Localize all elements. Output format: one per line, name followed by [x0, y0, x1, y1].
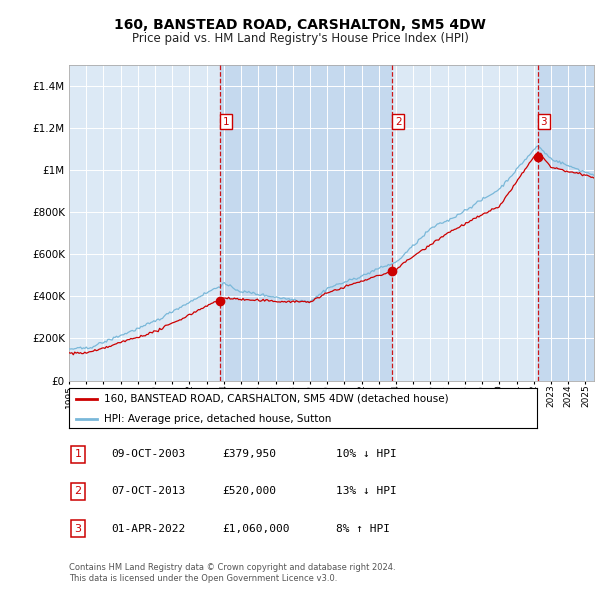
- Text: HPI: Average price, detached house, Sutton: HPI: Average price, detached house, Sutt…: [104, 414, 331, 424]
- Text: 01-APR-2022: 01-APR-2022: [111, 524, 185, 533]
- Bar: [220, 65, 392, 381]
- Text: 13% ↓ HPI: 13% ↓ HPI: [336, 487, 397, 496]
- Text: 1: 1: [74, 450, 82, 459]
- Text: 3: 3: [541, 117, 547, 127]
- Text: This data is licensed under the Open Government Licence v3.0.: This data is licensed under the Open Gov…: [69, 573, 337, 583]
- Text: £1,060,000: £1,060,000: [222, 524, 290, 533]
- Text: 09-OCT-2003: 09-OCT-2003: [111, 450, 185, 459]
- Text: 160, BANSTEAD ROAD, CARSHALTON, SM5 4DW (detached house): 160, BANSTEAD ROAD, CARSHALTON, SM5 4DW …: [104, 394, 449, 404]
- Text: Price paid vs. HM Land Registry's House Price Index (HPI): Price paid vs. HM Land Registry's House …: [131, 32, 469, 45]
- Text: £520,000: £520,000: [222, 487, 276, 496]
- Text: 2: 2: [395, 117, 401, 127]
- Text: 1: 1: [223, 117, 229, 127]
- Text: Contains HM Land Registry data © Crown copyright and database right 2024.: Contains HM Land Registry data © Crown c…: [69, 563, 395, 572]
- Text: 160, BANSTEAD ROAD, CARSHALTON, SM5 4DW: 160, BANSTEAD ROAD, CARSHALTON, SM5 4DW: [114, 18, 486, 32]
- Text: 8% ↑ HPI: 8% ↑ HPI: [336, 524, 390, 533]
- Text: 2: 2: [74, 487, 82, 496]
- Text: 10% ↓ HPI: 10% ↓ HPI: [336, 450, 397, 459]
- Text: 3: 3: [74, 524, 82, 533]
- Text: £379,950: £379,950: [222, 450, 276, 459]
- Bar: [538, 65, 594, 381]
- Text: 07-OCT-2013: 07-OCT-2013: [111, 487, 185, 496]
